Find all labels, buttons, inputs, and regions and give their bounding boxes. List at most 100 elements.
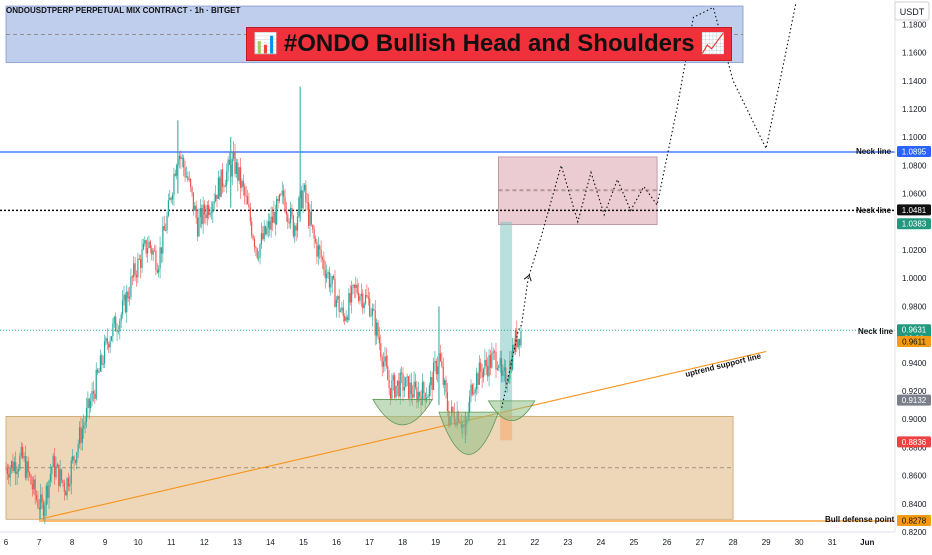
head-shoulders-layer: [372, 399, 536, 455]
neck-line-label-2: Neck line: [856, 206, 892, 215]
currency-box[interactable]: [894, 1, 930, 21]
y-tick-label: 1.0000: [902, 274, 927, 283]
candle-body: [281, 190, 283, 195]
candle-body: [13, 462, 15, 472]
candle-body: [244, 186, 246, 196]
candle-body: [405, 377, 407, 388]
candle-body: [48, 480, 50, 498]
candle-body: [228, 159, 231, 165]
candle-body: [414, 381, 417, 388]
y-tick-label: 1.1200: [902, 105, 927, 114]
candle-body: [15, 462, 17, 475]
price-tag-8-text: 0.8278: [902, 517, 927, 526]
candle-body: [62, 480, 64, 483]
candle-body: [367, 296, 369, 299]
candle-body: [494, 351, 496, 353]
candle-body: [320, 249, 322, 258]
candle-body: [49, 473, 52, 481]
candle-body: [485, 359, 487, 367]
candle-body: [280, 194, 282, 196]
y-tick-label: 0.9200: [902, 387, 927, 396]
candle-body: [245, 195, 247, 197]
candle-body: [253, 239, 256, 247]
projection-arrow: [523, 274, 532, 282]
candle-body: [248, 204, 250, 208]
candle-body: [505, 367, 507, 384]
candle-body: [40, 494, 42, 510]
candle-body: [165, 230, 167, 232]
candle-body: [424, 392, 426, 402]
candle-body: [266, 227, 268, 235]
zones-layer: [5, 5, 744, 520]
candle-body: [394, 375, 396, 398]
candle-body: [88, 398, 90, 409]
neck-line-label-1: Neck line: [856, 147, 892, 156]
candle-body: [283, 190, 285, 198]
candle-body: [142, 243, 145, 250]
candle-body: [416, 387, 418, 403]
candle-body: [141, 249, 143, 268]
candle-body: [474, 389, 476, 393]
candle-body: [44, 505, 46, 517]
candle-body: [108, 343, 110, 348]
price-tag-2-text: 1.0481: [902, 206, 927, 215]
x-tick-label: 28: [729, 538, 738, 547]
candle-body: [242, 180, 244, 187]
candle-body: [162, 226, 164, 254]
candle-body: [287, 214, 289, 223]
candle-body: [223, 186, 225, 188]
candle-body: [190, 179, 192, 187]
candle-body: [51, 467, 53, 474]
candle-body: [98, 371, 100, 373]
candle-body: [155, 250, 157, 271]
candle-body: [90, 400, 92, 409]
x-tick-label: 13: [233, 538, 242, 547]
candle-body: [72, 456, 74, 461]
x-tick-label: 11: [167, 538, 176, 547]
price-tag-1: [897, 146, 931, 158]
candle-body: [246, 196, 249, 205]
candle-body: [81, 428, 83, 443]
candle-body: [298, 198, 300, 217]
candle-body: [238, 167, 240, 181]
candle-body: [360, 293, 362, 297]
x-tick-label: 18: [398, 538, 407, 547]
candle-body: [170, 197, 172, 200]
x-tick-label: 12: [200, 538, 209, 547]
candle-body: [509, 360, 511, 380]
candle-body: [439, 353, 442, 361]
y-tick-label: 0.8800: [902, 443, 927, 452]
price-tag-7-text: 0.8836: [902, 438, 927, 447]
candle-body: [87, 398, 89, 409]
candle-body: [166, 215, 168, 231]
chart-increasing-icon: 📈: [700, 33, 726, 55]
candle-body: [115, 316, 117, 332]
y-tick-label: 1.0200: [902, 246, 927, 255]
candle-body: [285, 211, 287, 215]
candle-body: [512, 344, 514, 370]
candle-body: [196, 217, 199, 237]
candle-body: [138, 258, 140, 260]
candle-body: [10, 461, 13, 469]
neck-line-label-3: Neck line: [858, 327, 894, 336]
candle-body: [323, 259, 325, 270]
price-tags-layer: 1.08951.04811.03830.963130:320.96110.913…: [897, 146, 931, 527]
candle-body: [507, 379, 510, 383]
candle-body: [427, 396, 429, 399]
candle-body: [495, 352, 497, 370]
candle-body: [12, 461, 14, 472]
candle-body: [17, 468, 20, 472]
candle-body: [332, 276, 335, 279]
candle-body: [130, 276, 132, 297]
candle-body: [291, 207, 293, 216]
candle-body: [316, 242, 318, 257]
candle-body: [216, 194, 218, 199]
candle-body: [127, 291, 129, 299]
candle-body: [412, 394, 414, 398]
candle-body: [334, 278, 336, 308]
candle-body: [205, 214, 207, 219]
candle-body: [487, 366, 489, 377]
candle-body: [106, 338, 108, 344]
candle-body: [5, 468, 7, 470]
